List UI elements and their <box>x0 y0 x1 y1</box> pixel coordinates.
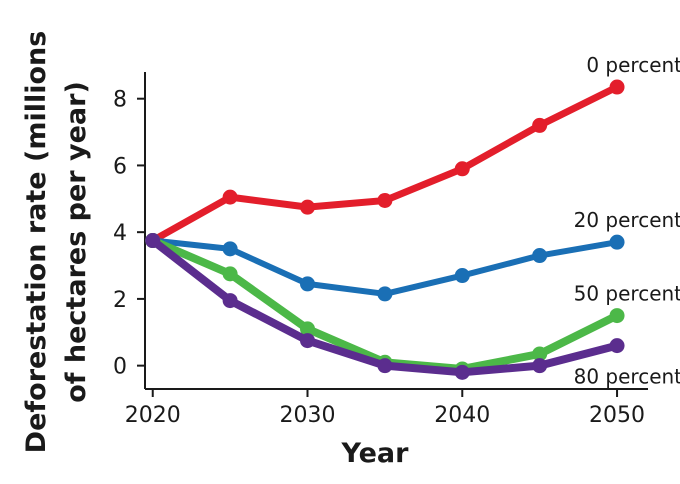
data-point <box>222 266 238 282</box>
series-label: 50 percent <box>574 282 680 306</box>
x-tick-label: 2050 <box>589 403 645 428</box>
data-point <box>609 308 625 324</box>
series-line <box>148 236 622 373</box>
data-point <box>532 248 548 264</box>
series-label: 20 percent <box>574 208 680 232</box>
y-tick-label: 8 <box>113 88 127 113</box>
series-label: 80 percent <box>574 365 680 389</box>
y-tick-label: 0 <box>113 355 127 380</box>
data-point <box>532 346 548 362</box>
series-layer <box>145 79 625 380</box>
x-tick-label: 2020 <box>125 403 181 428</box>
data-point <box>222 189 238 205</box>
data-point <box>377 286 393 302</box>
data-point <box>609 234 625 250</box>
y-axis-title-line-2: of hectares per year) <box>61 81 92 403</box>
data-point <box>222 241 238 257</box>
data-point <box>300 276 316 292</box>
series-labels: 0 percent 20 percent 50 percent 80 percent <box>574 53 680 389</box>
data-point <box>609 338 625 354</box>
x-axis-title: Year <box>341 438 410 469</box>
data-point <box>609 79 625 95</box>
data-point <box>532 358 548 374</box>
x-tick-label: 2040 <box>434 403 490 428</box>
data-point <box>377 192 393 208</box>
data-point <box>454 268 470 284</box>
data-point <box>377 358 393 374</box>
y-axis-title-line-1: Deforestation rate (millions <box>21 31 52 454</box>
series-label: 0 percent <box>586 53 680 77</box>
axes <box>144 72 648 390</box>
data-point <box>222 293 238 309</box>
x-axis-ticks: 2020 2030 2040 2050 <box>125 389 645 428</box>
series-80-percent <box>145 233 625 380</box>
data-point <box>532 117 548 133</box>
data-point <box>454 161 470 177</box>
data-point <box>145 233 161 249</box>
y-axis-ticks: 0 2 4 6 8 <box>113 88 145 380</box>
series-0-percent <box>145 79 625 249</box>
y-axis-title: Deforestation rate (millions of hectares… <box>21 31 92 454</box>
data-point <box>454 364 470 380</box>
y-tick-label: 6 <box>113 154 127 179</box>
data-point <box>300 199 316 215</box>
data-point <box>300 333 316 349</box>
y-tick-label: 4 <box>113 221 127 246</box>
data-point <box>300 321 316 337</box>
series-line <box>149 83 621 245</box>
x-tick-label: 2030 <box>280 403 336 428</box>
y-tick-label: 2 <box>113 288 127 313</box>
